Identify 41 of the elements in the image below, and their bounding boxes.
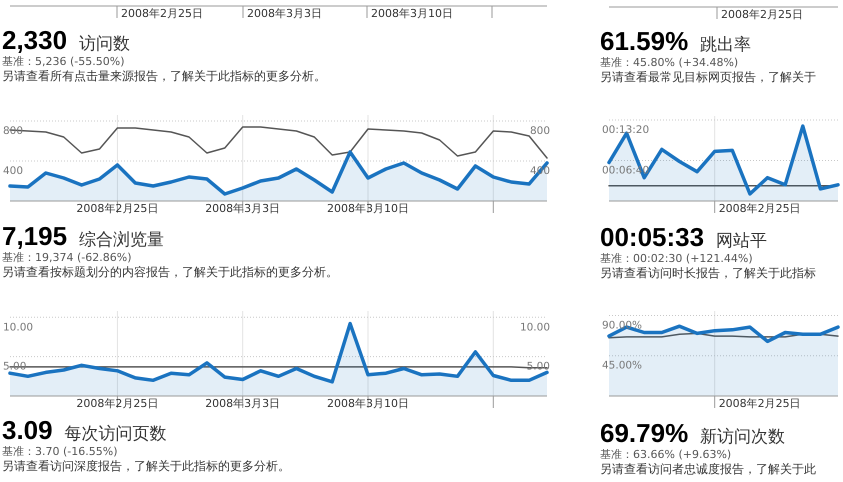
text: 每次访问页数	[64, 424, 167, 444]
text: 基准：5,236 (-55.50%)	[2, 55, 124, 68]
x-tick-label: 2008年3月10日	[327, 397, 409, 410]
x-tick-label: 2008年3月3日	[205, 202, 280, 215]
text: 2008年2月25日	[721, 8, 803, 21]
text: 访问数	[79, 34, 130, 54]
y-tick-label: 400	[3, 165, 24, 177]
y-tick-label: 00:13:20	[602, 124, 650, 136]
text: 跳出率	[700, 35, 752, 55]
text: 另请查看最常见目标网页报告，了解关于	[600, 70, 816, 84]
text: 2,330	[2, 25, 68, 55]
text: 2008年3月10日	[371, 7, 453, 20]
x-tick-label: 2008年3月3日	[205, 397, 280, 410]
text: 2008年3月3日	[247, 7, 322, 20]
y-tick-label: 45.00%	[602, 360, 642, 372]
text: 00:05:33	[600, 222, 704, 252]
text: 3.09	[2, 415, 53, 445]
text: 网站平	[716, 231, 768, 251]
text: 基准：19,374 (-62.86%)	[2, 251, 132, 264]
text: 2008年2月25日	[121, 7, 203, 20]
text: 另请查看访问深度报告，了解关于此指标的更多分析。	[2, 459, 290, 473]
x-tick-label: 2008年2月25日	[76, 202, 158, 215]
text: 另请查看访问时长报告，了解关于此指标	[600, 266, 816, 280]
y2-tick-label: 800	[530, 125, 550, 137]
y-tick-label: 10.00	[3, 321, 34, 334]
text: 61.59%	[600, 26, 688, 56]
text: 69.79%	[600, 418, 688, 448]
text: 基准：63.66% (+9.63%)	[600, 448, 732, 461]
y2-tick-label: 10.00	[520, 321, 550, 334]
text: 综合浏览量	[79, 230, 164, 250]
x-tick-label: 2008年2月25日	[76, 397, 158, 410]
text: 另请查看所有点击量来源报告，了解关于此指标的更多分析。	[2, 69, 326, 83]
text: 7,195	[2, 221, 68, 251]
y-tick-label: 90.00%	[602, 319, 642, 332]
text: 另请查看访问者忠诚度报告，了解关于此	[600, 462, 816, 476]
x-tick-label: 2008年3月10日	[327, 202, 409, 215]
text: 另请查看按标题划分的内容报告，了解关于此指标的更多分析。	[2, 265, 338, 279]
text: 基准：45.80% (+34.48%)	[600, 56, 738, 69]
text: 基准：00:02:30 (+121.44%)	[600, 252, 753, 265]
text: 新访问次数	[700, 427, 786, 447]
text: 基准：3.70 (-16.55%)	[2, 445, 118, 458]
